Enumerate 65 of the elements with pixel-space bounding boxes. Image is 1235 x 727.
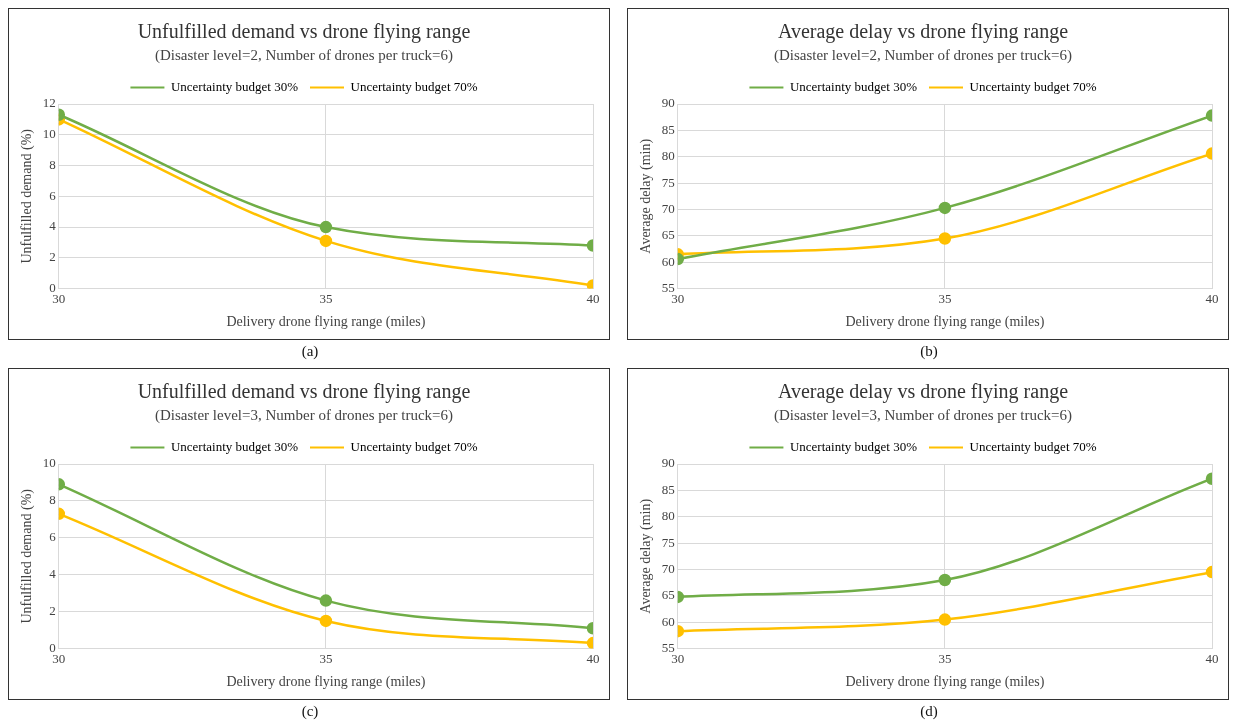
y-axis-title: Unfulfilled demand (%) xyxy=(19,488,36,624)
x-tick-label: 35 xyxy=(319,650,333,666)
y-tick-label: 2 xyxy=(49,249,56,265)
y-tick-label: 0 xyxy=(49,280,56,296)
y-tick-label: 55 xyxy=(661,280,675,296)
x-tick-label: 40 xyxy=(586,650,600,666)
y-tick-label: 6 xyxy=(49,187,57,203)
y-tick-label: 70 xyxy=(661,200,675,216)
legend-label: Uncertainty budget 70% xyxy=(350,438,478,454)
x-axis-title: Delivery drone flying range (miles) xyxy=(845,314,1045,331)
y-tick-label: 75 xyxy=(661,534,675,550)
legend-label: Uncertainty budget 70% xyxy=(969,78,1097,94)
y-tick-label: 65 xyxy=(661,227,675,243)
y-tick-label: 60 xyxy=(661,253,675,269)
legend-label: Uncertainty budget 70% xyxy=(350,78,478,94)
y-tick-label: 4 xyxy=(49,566,57,582)
y-tick-label: 55 xyxy=(661,640,675,656)
text: (d) xyxy=(919,703,939,720)
y-tick-label: 0 xyxy=(49,640,56,656)
y-tick-label: 70 xyxy=(661,560,675,576)
text: (b) xyxy=(919,343,939,360)
y-tick-label: 90 xyxy=(661,95,675,111)
y-axis-title: Average delay (min) xyxy=(638,138,655,254)
y-tick-label: 85 xyxy=(661,121,675,137)
y-tick-label: 60 xyxy=(661,613,675,629)
y-tick-label: 6 xyxy=(49,529,57,545)
x-tick-label: 40 xyxy=(586,290,600,306)
x-tick-label: 35 xyxy=(319,290,333,306)
chart-title: Unfulfilled demand vs drone flying range xyxy=(137,380,471,404)
legend-label: Uncertainty budget 30% xyxy=(789,438,918,454)
legend-label: Uncertainty budget 70% xyxy=(969,438,1097,454)
x-tick-label: 40 xyxy=(1205,290,1219,306)
y-tick-label: 90 xyxy=(661,455,675,471)
y-tick-label: 12 xyxy=(42,95,56,111)
legend-label: Uncertainty budget 30% xyxy=(170,438,299,454)
y-tick-label: 10 xyxy=(42,126,56,142)
text: (a) xyxy=(300,343,320,360)
chart-title: Unfulfilled demand vs drone flying range xyxy=(137,20,471,44)
y-tick-label: 2 xyxy=(49,603,56,619)
chart-subtitle: (Disaster level=3, Number of drones per truck=6) xyxy=(154,406,454,424)
y-tick-label: 80 xyxy=(661,148,675,164)
x-tick-label: 35 xyxy=(938,290,952,306)
x-axis-title: Delivery drone flying range (miles) xyxy=(226,674,426,691)
chart-title: Average delay vs drone flying range xyxy=(777,20,1069,44)
chart-subtitle: (Disaster level=2, Number of drones per truck=6) xyxy=(773,46,1073,64)
text: (c) xyxy=(300,703,320,720)
y-axis-title: Average delay (min) xyxy=(638,498,655,614)
x-tick-label: 35 xyxy=(938,650,952,666)
y-tick-label: 75 xyxy=(661,174,675,190)
chart-subtitle: (Disaster level=2, Number of drones per truck=6) xyxy=(154,46,454,64)
y-tick-label: 65 xyxy=(661,587,675,603)
y-tick-label: 4 xyxy=(49,218,57,234)
y-tick-label: 80 xyxy=(661,508,675,524)
x-axis-title: Delivery drone flying range (miles) xyxy=(226,314,426,331)
chart-subtitle: (Disaster level=3, Number of drones per truck=6) xyxy=(773,406,1073,424)
y-tick-label: 85 xyxy=(661,481,675,497)
x-tick-label: 40 xyxy=(1205,650,1219,666)
y-axis-title: Unfulfilled demand (%) xyxy=(19,128,36,264)
y-tick-label: 8 xyxy=(49,156,56,172)
legend-label: Uncertainty budget 30% xyxy=(170,78,299,94)
y-tick-label: 10 xyxy=(42,455,56,471)
chart-title: Average delay vs drone flying range xyxy=(777,380,1069,404)
x-axis-title: Delivery drone flying range (miles) xyxy=(845,674,1045,691)
y-tick-label: 8 xyxy=(49,492,56,508)
legend-label: Uncertainty budget 30% xyxy=(789,78,918,94)
